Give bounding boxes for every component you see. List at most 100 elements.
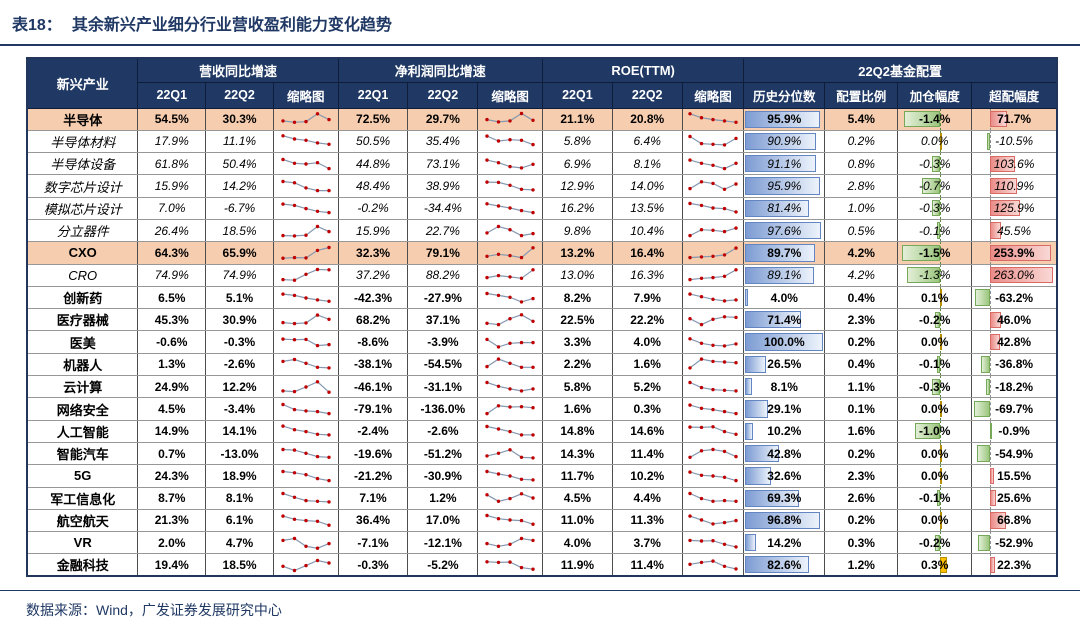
fund-add-value: 0.3%	[921, 557, 949, 572]
rev-q2-cell: -2.6%	[205, 353, 274, 377]
col-header-np-sparkline: 缩略图	[477, 81, 543, 109]
under-allocation-bar	[985, 378, 990, 395]
rev-q1-cell: 21.3%	[137, 509, 207, 533]
increase-bar	[939, 445, 942, 462]
rev-q2-cell: 14.2%	[205, 174, 274, 198]
fund-percentile-value: 89.7%	[767, 245, 802, 260]
fund-add-value: -1.5%	[919, 245, 951, 260]
fund-percentile-cell: 90.9%	[743, 130, 826, 154]
col-header-rev-sparkline: 缩略图	[272, 81, 339, 109]
fund-percentile-cell: 26.5%	[743, 353, 826, 377]
trend-sparkline	[485, 425, 535, 437]
np-q1-cell: 7.1%	[337, 487, 409, 510]
np-q2-cell: -31.1%	[407, 375, 479, 399]
roe-sparkline-cell	[681, 286, 745, 310]
fund-over-value: 125.9%	[993, 201, 1035, 216]
fund-over-value: 103.6%	[993, 156, 1035, 171]
fund-percentile-value: 32.6%	[767, 468, 802, 483]
table-title-text: 其余新兴产业细分行业营收盈利能力变化趋势	[71, 17, 392, 34]
roe-sparkline-cell	[681, 308, 745, 332]
fund-add-value: 0.1%	[921, 290, 949, 305]
over-axis-line	[989, 531, 991, 553]
over-axis-line	[989, 397, 991, 420]
trend-sparkline	[688, 268, 738, 282]
rev-sparkline-cell	[272, 487, 339, 510]
roe-q2-cell: 14.0%	[611, 174, 683, 198]
roe-q2-cell: 10.2%	[611, 464, 683, 488]
industry-metrics-table: 新兴产业 营收同比增速 净利润同比增速 ROE(TTM) 22Q2基金配置 22…	[26, 57, 1058, 578]
np-sparkline-cell	[477, 330, 543, 354]
roe-q2-cell: 11.4%	[611, 442, 683, 466]
np-q1-cell: -8.6%	[337, 330, 409, 354]
roe-q1-cell: 16.2%	[541, 197, 613, 220]
fund-ratio-cell: 0.2%	[824, 442, 899, 466]
table-row: 医疗器械 45.3% 30.9% 68.2% 37.1% 22.5% 22.2% 71.4% 2…	[26, 308, 1058, 332]
percentile-data-bar	[745, 355, 766, 374]
industry-name-cell: 创新药	[26, 286, 139, 310]
trend-sparkline	[281, 424, 331, 437]
trend-sparkline	[281, 558, 331, 573]
np-sparkline-cell	[477, 464, 543, 488]
percentile-data-bar	[745, 467, 771, 485]
fund-ratio-cell: 0.2%	[824, 330, 899, 354]
trend-sparkline	[485, 492, 535, 504]
fund-ratio-cell: 4.2%	[824, 264, 899, 287]
np-q2-cell: -5.2%	[407, 553, 479, 578]
table-row: 网络安全 4.5% -3.4% -79.1% -136.0% 1.6% 0.3% 29.1% 0…	[26, 397, 1058, 421]
trend-sparkline	[688, 425, 738, 437]
fund-add-value: -0.3%	[919, 379, 951, 394]
increase-bar	[939, 333, 942, 351]
table-title: 表18： 其余新兴产业细分行业营收盈利能力变化趋势	[0, 0, 1080, 46]
rev-q1-cell: 61.8%	[137, 152, 207, 176]
over-axis-line	[989, 442, 991, 464]
fund-over-value: 110.9%	[994, 179, 1034, 194]
rev-sparkline-cell	[272, 241, 339, 265]
roe-q1-cell: 21.1%	[541, 108, 613, 131]
roe-sparkline-cell	[681, 241, 745, 265]
np-q1-cell: -21.2%	[337, 464, 409, 488]
col-header-roe-q1: 22Q1	[541, 81, 613, 109]
fund-over-value: 46.0%	[997, 312, 1032, 327]
fund-percentile-value: 71.4%	[767, 312, 802, 327]
over-axis-line	[989, 375, 991, 397]
under-allocation-bar	[975, 289, 990, 306]
fund-percentile-cell: 4.0%	[743, 286, 826, 310]
fund-over-cell: 110.9%	[971, 174, 1058, 198]
roe-sparkline-cell	[681, 397, 745, 421]
trend-sparkline	[281, 112, 331, 125]
fund-add-value: 0.0%	[921, 446, 949, 461]
fund-add-cell: -0.7%	[897, 174, 973, 198]
fund-over-value: -36.8%	[995, 357, 1034, 372]
fund-percentile-cell: 10.2%	[743, 420, 826, 443]
over-allocation-bar	[989, 333, 1001, 351]
trend-sparkline	[688, 112, 738, 125]
roe-q2-cell: 0.3%	[611, 397, 683, 421]
rev-q1-cell: 2.0%	[137, 531, 207, 555]
np-sparkline-cell	[477, 553, 543, 578]
rev-q2-cell: 30.3%	[205, 108, 274, 131]
fund-over-value: 45.5%	[997, 223, 1032, 238]
np-q1-cell: 48.4%	[337, 174, 409, 198]
trend-sparkline	[485, 380, 535, 393]
roe-sparkline-cell	[681, 264, 745, 287]
over-axis-line	[989, 353, 991, 375]
table-title-label: 表18：	[12, 17, 62, 34]
trend-sparkline	[688, 337, 738, 348]
table-row: CRO 74.9% 74.9% 37.2% 88.2% 13.0% 16.3% 89.1% 4.…	[26, 264, 1058, 287]
rev-sparkline-cell	[272, 397, 339, 421]
np-q1-cell: -46.1%	[337, 375, 409, 399]
table-row: 航空航天 21.3% 6.1% 36.4% 17.0% 11.0% 11.3% 96.8% 0.…	[26, 509, 1058, 533]
reduce-bar	[932, 378, 940, 395]
industry-name-cell: 半导体设备	[26, 152, 139, 176]
trend-sparkline	[281, 224, 331, 238]
np-sparkline-cell	[477, 197, 543, 220]
fund-ratio-cell: 0.5%	[824, 219, 899, 243]
col-header-roe-q2: 22Q2	[611, 81, 683, 109]
table-row: CXO 64.3% 65.9% 32.3% 79.1% 13.2% 16.4% 89.7% 4.…	[26, 241, 1058, 265]
rev-q2-cell: 50.4%	[205, 152, 274, 176]
rev-sparkline-cell	[272, 264, 339, 287]
roe-sparkline-cell	[681, 174, 745, 198]
over-allocation-bar	[989, 177, 1017, 195]
fund-over-cell: 103.6%	[971, 152, 1058, 176]
add-axis-line	[939, 308, 941, 330]
